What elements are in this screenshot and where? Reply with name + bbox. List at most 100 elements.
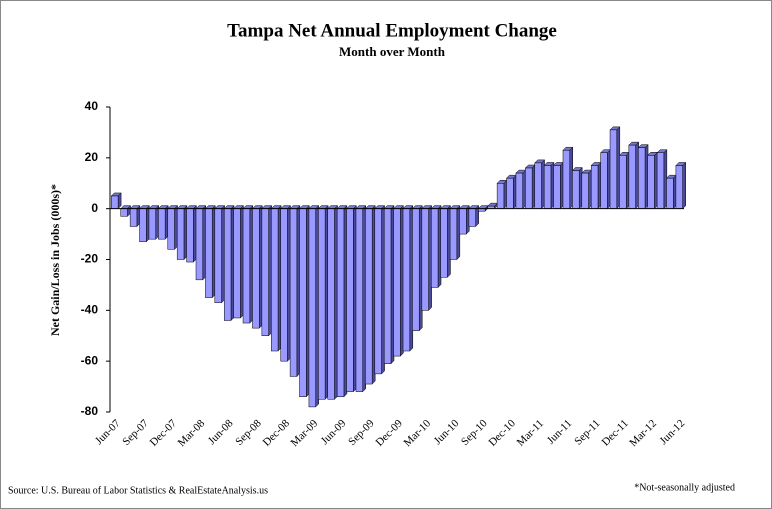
bar-face bbox=[383, 208, 392, 364]
bar-face bbox=[609, 129, 618, 209]
bar bbox=[242, 205, 254, 324]
bar-face bbox=[214, 208, 222, 303]
bar-face bbox=[252, 208, 260, 329]
bar-face bbox=[205, 208, 213, 298]
y-tick-label: 40 bbox=[85, 99, 99, 113]
bar-face bbox=[638, 147, 646, 209]
bar bbox=[628, 141, 640, 210]
bar bbox=[251, 205, 263, 329]
bar bbox=[458, 205, 470, 235]
bar bbox=[345, 205, 357, 393]
bar-face bbox=[515, 172, 523, 209]
bar-face bbox=[459, 208, 467, 235]
bar bbox=[270, 205, 282, 352]
bar bbox=[665, 174, 677, 210]
bar bbox=[496, 179, 508, 210]
bar-face bbox=[355, 208, 363, 392]
bar-face bbox=[308, 208, 316, 408]
bar bbox=[581, 169, 593, 210]
bar-face bbox=[299, 208, 307, 397]
chart-subtitle: Month over Month bbox=[339, 44, 446, 59]
bar-face bbox=[365, 208, 373, 385]
bar bbox=[411, 205, 423, 332]
bar-face bbox=[496, 183, 505, 209]
bar-face bbox=[129, 208, 138, 227]
bar bbox=[176, 205, 188, 261]
bar bbox=[336, 205, 348, 398]
bar bbox=[204, 205, 216, 299]
bar bbox=[421, 205, 433, 311]
bar bbox=[534, 159, 546, 210]
bar-face bbox=[233, 208, 241, 319]
bar-face bbox=[327, 208, 335, 400]
bar bbox=[308, 205, 320, 408]
y-axis-label: Net Gain/Loss in Jobs (000s)* bbox=[48, 184, 62, 336]
bar-face bbox=[666, 177, 674, 209]
bar bbox=[185, 205, 197, 263]
bar-face bbox=[176, 208, 185, 260]
bar-face bbox=[186, 208, 194, 263]
bar-face bbox=[675, 165, 683, 209]
bar bbox=[609, 126, 621, 210]
chart-title: Tampa Net Annual Employment Change bbox=[227, 20, 557, 41]
bar-face bbox=[120, 208, 128, 217]
bar bbox=[195, 205, 207, 281]
bar bbox=[590, 161, 602, 210]
bar bbox=[157, 205, 169, 240]
bar-face bbox=[271, 208, 279, 352]
bar bbox=[618, 151, 630, 210]
bar-face bbox=[318, 208, 326, 400]
bar-face bbox=[619, 155, 627, 209]
bar bbox=[543, 161, 555, 210]
source: Source: U.S. Bureau of Labor Statistics … bbox=[8, 485, 268, 496]
bar bbox=[393, 205, 404, 357]
bar-face bbox=[431, 208, 439, 288]
bar-face bbox=[656, 152, 665, 209]
bar bbox=[402, 205, 414, 352]
bar bbox=[280, 205, 292, 362]
bar bbox=[148, 205, 160, 240]
bar-face bbox=[525, 167, 533, 209]
bar-face bbox=[581, 172, 589, 209]
y-tick-label: -60 bbox=[81, 353, 99, 367]
bar-face bbox=[572, 170, 580, 209]
bar-face bbox=[393, 208, 401, 357]
bar-face bbox=[195, 208, 204, 281]
bar-face bbox=[261, 208, 269, 337]
y-tick-label: -40 bbox=[81, 303, 99, 317]
y-tick-label: 0 bbox=[91, 201, 98, 215]
bar-face bbox=[628, 144, 636, 209]
bar-face bbox=[280, 208, 288, 362]
bar bbox=[223, 205, 235, 322]
bar-face bbox=[468, 208, 476, 227]
y-tick-label: -20 bbox=[81, 252, 99, 266]
bar-face bbox=[647, 155, 655, 209]
bar bbox=[515, 169, 527, 210]
bar bbox=[364, 205, 376, 385]
bar-face bbox=[449, 208, 458, 260]
bar bbox=[449, 205, 461, 261]
bar bbox=[214, 205, 226, 304]
bar-side bbox=[682, 161, 686, 210]
bar-face bbox=[590, 165, 599, 209]
bar-face bbox=[167, 208, 175, 250]
bar-face bbox=[412, 208, 420, 331]
bar bbox=[233, 205, 245, 319]
bar bbox=[383, 205, 395, 365]
y-tick-label: 20 bbox=[85, 150, 99, 164]
bar bbox=[289, 205, 301, 378]
bar bbox=[571, 166, 583, 210]
bar-face bbox=[223, 208, 232, 321]
bar-face bbox=[421, 208, 429, 311]
bar bbox=[317, 205, 329, 400]
bar-face bbox=[289, 208, 298, 377]
bar-face bbox=[346, 208, 354, 392]
bar-face bbox=[600, 152, 608, 209]
bar bbox=[505, 174, 517, 210]
bar bbox=[637, 144, 649, 210]
bar bbox=[524, 164, 536, 210]
bar bbox=[430, 205, 442, 289]
bar bbox=[656, 149, 668, 210]
bar bbox=[327, 205, 339, 400]
